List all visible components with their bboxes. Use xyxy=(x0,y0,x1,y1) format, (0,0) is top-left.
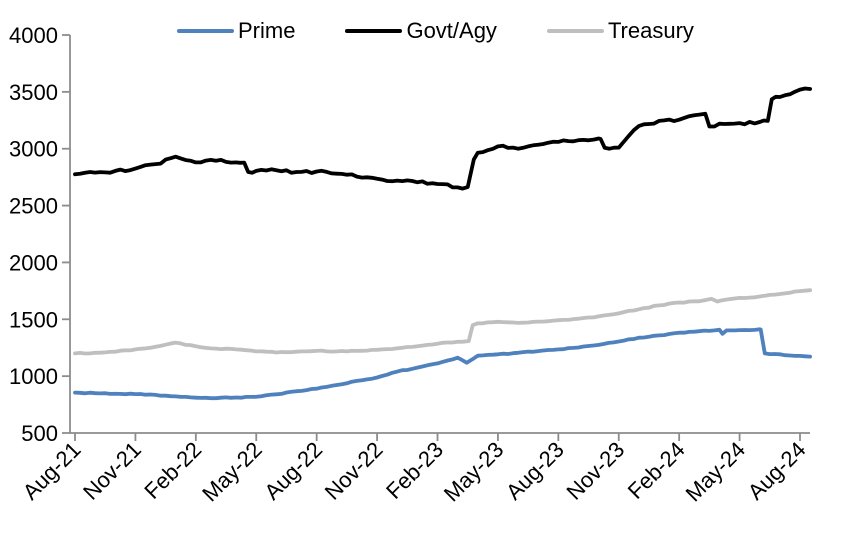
x-axis-tick-label: May-22 xyxy=(197,437,267,507)
x-axis-tick-label: Nov-21 xyxy=(78,437,146,505)
y-axis-tick-label: 3000 xyxy=(9,137,58,162)
x-axis-tick-label: May-24 xyxy=(681,437,751,507)
x-axis-tick-label: Feb-22 xyxy=(139,437,206,504)
y-axis-tick-label: 3500 xyxy=(9,80,58,105)
series-line-prime xyxy=(73,327,812,401)
x-axis-tick-label: Aug-21 xyxy=(18,437,86,505)
legend-item-prime: Prime xyxy=(177,20,295,42)
legend-label-treasury: Treasury xyxy=(607,18,694,43)
legend-item-treasury: Treasury xyxy=(546,18,694,43)
x-axis-tick-label: Nov-23 xyxy=(561,437,629,505)
series-line-govt-agy xyxy=(73,86,812,191)
legend-label-govt-agy: Govt/Agy xyxy=(406,18,497,43)
y-axis-tick-label: 2500 xyxy=(9,194,58,219)
y-axis-tick-label: 4000 xyxy=(9,23,58,48)
x-axis-tick-label: Feb-23 xyxy=(381,437,448,504)
y-axis-tick-label: 2000 xyxy=(9,250,58,275)
x-axis-tick-label: Aug-24 xyxy=(743,437,811,505)
legend-label-prime: Prime xyxy=(238,18,296,43)
y-axis-tick-label: 1500 xyxy=(9,307,58,332)
chart-legend: Prime Govt/Agy Treasury xyxy=(177,20,694,42)
govt-agy-line-swatch xyxy=(345,29,403,33)
y-axis-tick-label: 1000 xyxy=(9,364,58,389)
treasury-line-swatch xyxy=(546,29,604,33)
legend-item-govt-agy: Govt/Agy xyxy=(345,18,497,43)
series-line-treasury xyxy=(73,288,812,356)
y-axis-tick-label: 500 xyxy=(21,421,58,446)
prime-line-swatch xyxy=(177,29,234,33)
x-axis-tick-label: Aug-23 xyxy=(501,437,569,505)
x-axis-tick-label: Nov-22 xyxy=(320,437,388,505)
x-axis-tick-label: May-23 xyxy=(439,437,509,507)
x-axis-tick-label: Feb-24 xyxy=(623,437,690,504)
x-axis-tick-label: Aug-22 xyxy=(259,437,327,505)
